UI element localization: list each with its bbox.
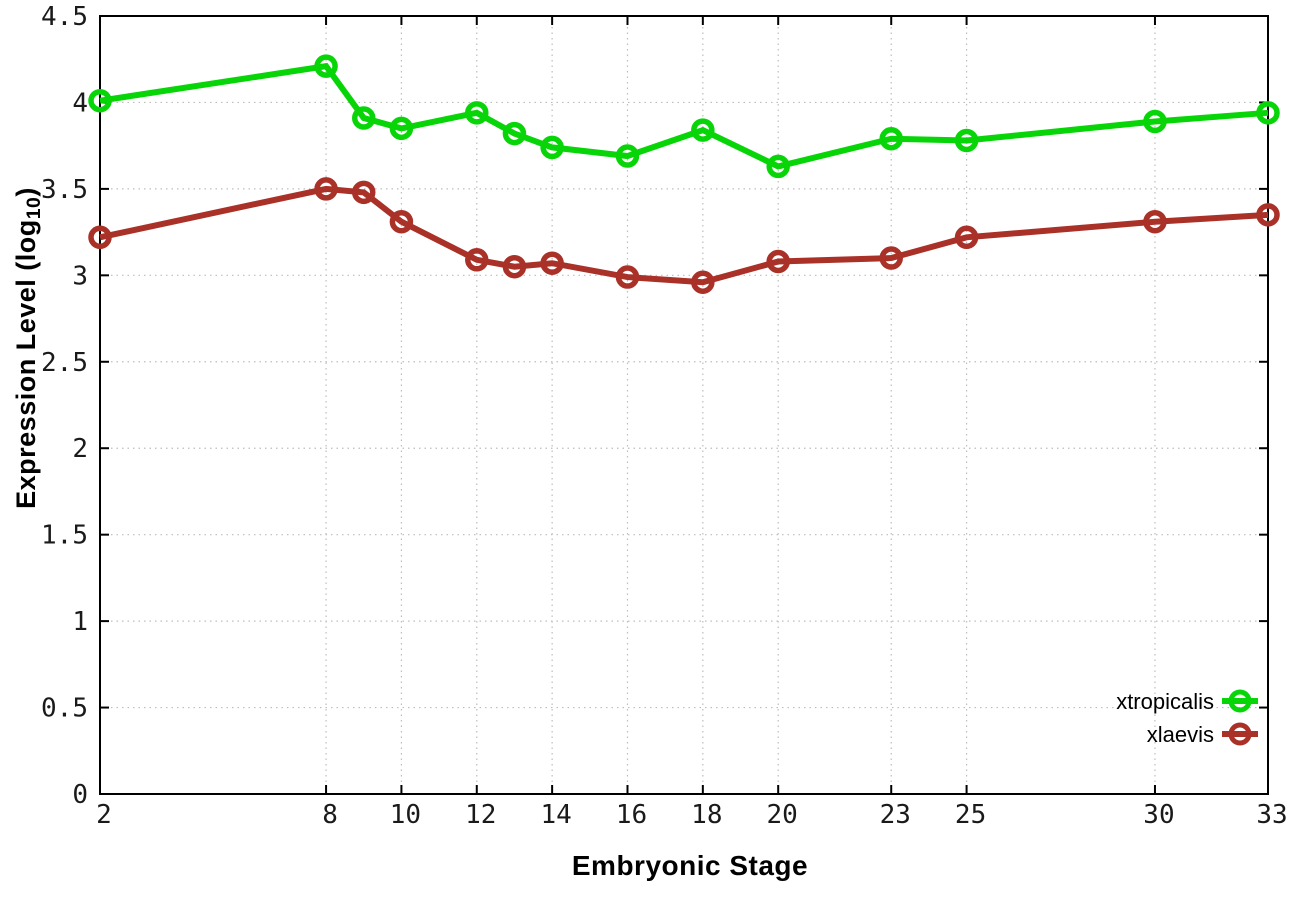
data-point-xtropicalis [1256,101,1280,125]
y-tick-label: 4.5 [41,2,88,32]
x-tick-label: 10 [390,800,421,830]
data-point-xtropicalis [540,135,564,160]
legend-sample-marker [1228,722,1252,746]
data-point-xlaevis [314,177,338,201]
data-point-xlaevis [465,248,489,272]
legend-label: xtropicalis [1116,689,1214,714]
y-tick-label: 1.5 [41,521,88,551]
data-point-xtropicalis [502,121,527,146]
data-point-xlaevis [351,180,376,205]
data-point-xlaevis [766,249,790,274]
y-tick-label: 4 [72,88,88,118]
x-tick-label: 20 [767,800,798,830]
y-axis-title: Expression Level (log10) [11,43,55,653]
x-tick-label: 14 [540,800,571,830]
data-point-xlaevis [88,225,112,250]
y-tick-label: 0.5 [41,694,88,724]
y-tick-label: 2 [72,434,88,464]
legend-sample-marker [1228,689,1252,713]
data-point-xtropicalis [1143,109,1167,134]
data-point-xtropicalis [766,154,790,179]
x-tick-label: 33 [1256,800,1287,830]
y-axis-title-subscript: 10 [23,196,46,220]
y-tick-label: 3.5 [41,175,88,205]
data-point-xtropicalis [351,106,376,130]
data-point-xtropicalis [615,144,640,168]
series-line-xlaevis [99,185,1269,286]
y-axis-title-text: Expression Level (log [11,219,41,509]
data-point-xtropicalis [88,88,112,113]
x-tick-label: 18 [691,800,722,830]
x-tick-label: 16 [616,800,647,830]
data-point-xtropicalis [691,118,715,142]
data-point-xlaevis [691,270,715,294]
y-tick-label: 1 [72,607,88,637]
x-tick-label: 2 [96,800,112,830]
data-point-xtropicalis [465,101,489,125]
plot-border [99,15,1269,795]
data-point-xtropicalis [954,128,979,153]
data-point-xlaevis [540,251,564,275]
x-axis-title: Embryonic Stage [571,850,809,881]
data-point-xlaevis [954,225,979,250]
x-tick-label: 12 [465,800,496,830]
data-point-xlaevis [502,254,527,279]
y-tick-label: 2.5 [41,348,88,378]
series-line-xtropicalis [99,62,1269,170]
y-tick-label: 3 [72,261,88,291]
y-axis-title-suffix: ) [11,187,41,197]
y-tick-label: 0 [72,780,88,810]
x-tick-label: 23 [880,800,911,830]
data-point-xtropicalis [879,127,903,151]
data-point-xlaevis [879,246,903,270]
data-point-xlaevis [615,265,640,289]
x-tick-label: 30 [1143,800,1174,830]
data-point-xtropicalis [314,54,338,78]
data-point-xlaevis [1143,209,1167,234]
x-tick-label: 25 [955,800,986,830]
x-tick-label: 8 [322,800,338,830]
data-point-xtropicalis [389,116,414,141]
legend-label: xlaevis [1147,722,1214,747]
data-point-xlaevis [389,209,414,234]
data-point-xlaevis [1256,203,1280,227]
